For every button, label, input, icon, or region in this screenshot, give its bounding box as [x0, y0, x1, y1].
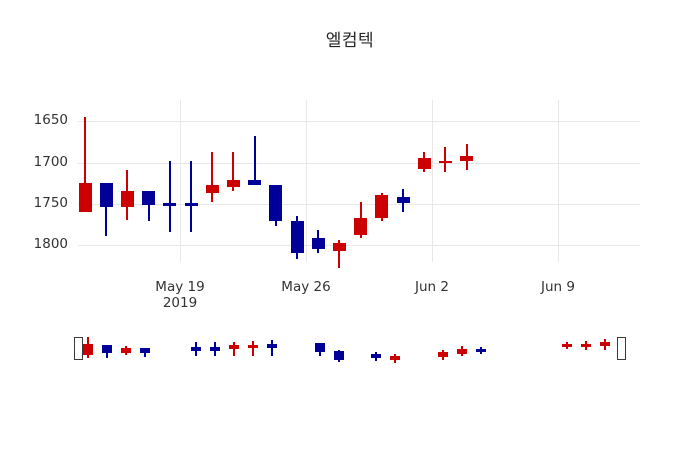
candle-body-down[interactable] — [163, 203, 177, 206]
candle-body-down[interactable] — [248, 180, 262, 186]
candle-wick — [253, 135, 256, 186]
candle-wick — [338, 240, 341, 268]
x-axis-tick-label: Jun 9 — [541, 279, 575, 295]
mini-candle-body-down[interactable] — [267, 344, 277, 348]
mini-candle-body-down[interactable] — [191, 347, 201, 351]
candle-wick — [105, 182, 108, 237]
candle-body-up[interactable] — [417, 158, 431, 169]
mini-candle-body-down[interactable] — [334, 351, 344, 360]
candle-body-up[interactable] — [354, 218, 368, 235]
candle-body-up[interactable] — [120, 190, 134, 208]
candle-body-up[interactable] — [205, 185, 219, 194]
candle-body-down[interactable] — [290, 221, 304, 253]
y-axis-tick-label: 1650 — [33, 112, 68, 128]
mini-candle-body-down[interactable] — [140, 348, 150, 353]
x-axis-year-label: 2019 — [162, 295, 198, 311]
candle-wick — [147, 190, 150, 222]
x-axis-tick-label: May 19 2019 — [120, 279, 240, 312]
candle-wick — [232, 152, 235, 191]
left-range-handle[interactable] — [74, 337, 83, 360]
mini-candle-body-down[interactable] — [476, 349, 486, 352]
mini-candle-body-up[interactable] — [562, 344, 572, 347]
mini-candle-wick — [252, 341, 254, 356]
gridline-horizontal — [78, 162, 640, 164]
x-axis-tick-label: May 26 — [281, 279, 331, 295]
candle-body-up[interactable] — [332, 242, 346, 252]
mini-candle-body-up[interactable] — [229, 345, 239, 349]
y-axis-tick-label: 1800 — [33, 235, 68, 252]
candle-body-down[interactable] — [269, 185, 283, 222]
gridline-horizontal — [78, 121, 640, 122]
mini-candle-body-down[interactable] — [210, 347, 220, 351]
candle-body-down[interactable] — [311, 237, 325, 250]
mini-candle-body-up[interactable] — [457, 349, 467, 354]
gridline-vertical — [180, 100, 181, 262]
candle-wick — [444, 147, 447, 173]
y-axis-tick-label: 1750 — [33, 194, 68, 211]
mini-candle-body-up[interactable] — [600, 342, 610, 346]
candle-wick — [168, 160, 171, 233]
candle-wick — [211, 152, 214, 202]
right-range-handle[interactable] — [617, 337, 626, 360]
mini-candle-body-up[interactable] — [581, 344, 591, 347]
mini-candle-body-down[interactable] — [371, 354, 381, 358]
mini-candle-body-up[interactable] — [248, 345, 258, 348]
candle-body-up[interactable] — [226, 180, 240, 187]
mini-candle-body-down[interactable] — [315, 343, 325, 352]
mini-candle-body-up[interactable] — [83, 344, 93, 355]
mini-candle-wick — [233, 342, 235, 356]
candle-body-down[interactable] — [396, 196, 410, 204]
gridline-horizontal — [78, 203, 640, 205]
candle-body-up[interactable] — [460, 155, 474, 161]
mini-candle-wick — [271, 340, 273, 356]
candle-body-down[interactable] — [184, 203, 198, 206]
candle-wick — [84, 116, 86, 212]
x-axis-tick-label: Jun 2 — [415, 279, 449, 295]
y-axis-tick-label: 1700 — [33, 153, 68, 170]
candle-body-down[interactable] — [99, 182, 113, 208]
mini-candle-body-up[interactable] — [121, 348, 131, 353]
candle-wick — [190, 160, 192, 233]
mini-candle-body-up[interactable] — [438, 352, 448, 357]
candle-body-down[interactable] — [142, 190, 156, 205]
gridline-vertical — [306, 100, 307, 262]
candle-body-up[interactable] — [78, 182, 92, 212]
gridline-vertical — [432, 100, 433, 262]
candle-body-up[interactable] — [375, 195, 389, 219]
gridline-vertical — [558, 100, 559, 262]
chart-title: 엘컴텍 — [325, 31, 375, 51]
gridline-horizontal — [78, 244, 640, 246]
candle-body-up[interactable] — [438, 160, 452, 164]
mini-candle-body-up[interactable] — [390, 356, 400, 360]
mini-candle-body-down[interactable] — [102, 345, 112, 353]
